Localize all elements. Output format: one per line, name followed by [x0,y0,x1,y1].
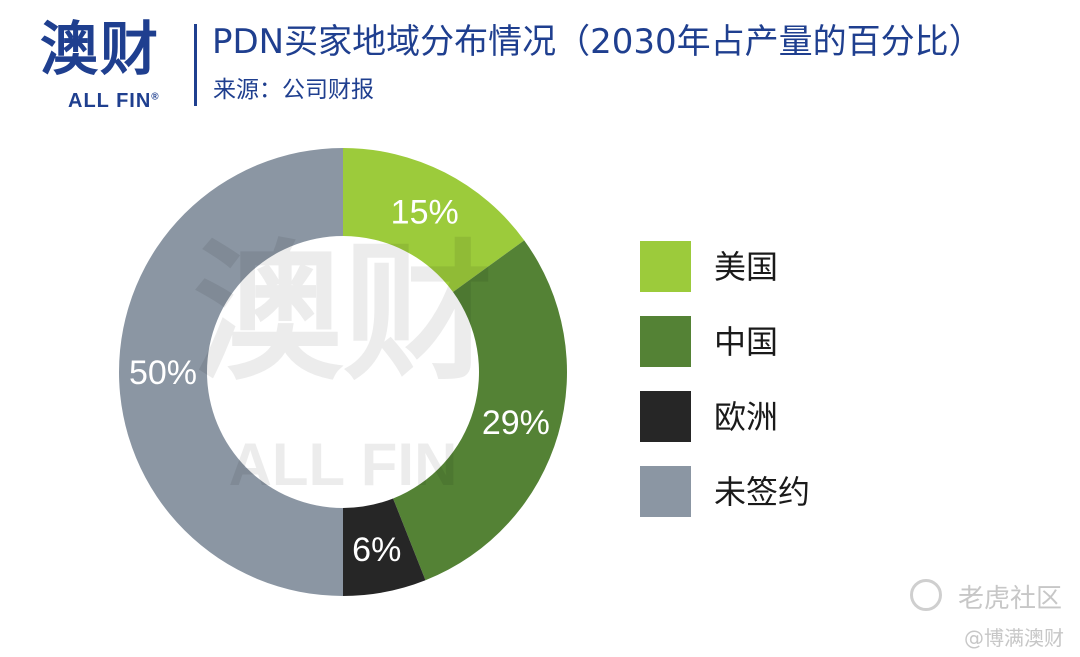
header-divider [194,24,197,106]
legend-label-1: 中国 [714,323,779,361]
slice-label-1: 29% [482,404,550,442]
tiger-logo-icon [910,579,942,611]
slice-0 [343,148,525,293]
center-watermark-sub: ALL FIN [229,431,458,498]
slice-label-3: 50% [129,354,197,392]
author-watermark: @博满澳财 [964,626,1064,650]
brand-logo: 澳财 ALL FIN® [40,14,190,114]
slice-label-0: 15% [391,194,459,232]
legend-label-2: 欧洲 [714,398,779,436]
center-watermark-main: 澳财 [193,227,493,401]
legend-swatch-3 [640,466,691,517]
chart-source: 来源：公司财报 [213,77,374,103]
slice-3 [119,148,343,596]
legend-label-0: 美国 [714,248,779,286]
slice-label-2: 6% [352,531,401,569]
logo-wordmark: 澳财 [40,15,161,83]
slice-1 [393,240,568,581]
legend-label-3: 未签约 [714,473,811,511]
logo-subtitle: ALL FIN® [68,90,160,112]
slice-2 [343,498,426,596]
legend-swatch-0 [640,241,691,292]
legend-swatch-2 [640,391,691,442]
legend-swatch-1 [640,316,691,367]
chart-title: PDN买家地域分布情况（2030年占产量的百分比） [212,22,983,62]
platform-watermark: 老虎社区 [958,584,1063,614]
